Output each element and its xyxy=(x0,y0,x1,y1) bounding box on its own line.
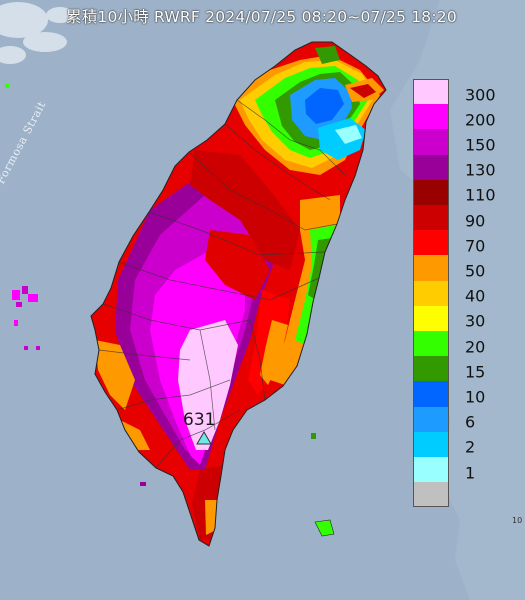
map-title: 累積10小時 RWRF 2024/07/25 08:20~07/25 18:20 xyxy=(66,8,457,26)
legend-swatch xyxy=(413,154,449,180)
legend-swatch xyxy=(413,406,449,432)
legend-swatch xyxy=(413,104,449,130)
legend-label: 40 xyxy=(465,286,486,306)
legend-swatch xyxy=(413,381,449,407)
legend-label: 110 xyxy=(465,185,496,205)
legend-label: 6 xyxy=(465,412,476,432)
legend-swatch xyxy=(413,79,449,105)
legend-label: 300 xyxy=(465,85,496,105)
cloud-cover xyxy=(0,2,74,64)
legend-label: 20 xyxy=(465,337,486,357)
legend-label: 2 xyxy=(465,437,476,457)
legend-label: 50 xyxy=(465,261,486,281)
legend-label: 10 xyxy=(465,387,486,407)
legend-swatch xyxy=(413,280,449,306)
legend-label: 130 xyxy=(465,160,496,180)
county-boundaries xyxy=(98,99,346,469)
legend-swatch xyxy=(413,305,449,331)
legend-label: 150 xyxy=(465,135,496,155)
triangle-marker-icon xyxy=(196,431,212,445)
legend-label: 90 xyxy=(465,211,486,231)
legend-swatch xyxy=(413,255,449,281)
edge-number: 10 xyxy=(512,516,523,525)
legend-label: 200 xyxy=(465,110,496,130)
legend-swatch xyxy=(413,129,449,155)
legend-swatch xyxy=(413,356,449,382)
station-value-label: 631 xyxy=(183,410,216,430)
penghu-islands xyxy=(12,286,40,350)
legend-label: 15 xyxy=(465,362,486,382)
legend-label: 1 xyxy=(465,463,476,483)
legend-label: 70 xyxy=(465,236,486,256)
legend-label: 30 xyxy=(465,311,486,331)
coastline xyxy=(90,41,387,547)
legend-swatch xyxy=(413,331,449,357)
legend-swatch xyxy=(413,457,449,483)
legend-swatch xyxy=(413,205,449,231)
legend-swatch xyxy=(413,482,449,508)
legend-swatch xyxy=(413,179,449,205)
legend-swatch xyxy=(413,431,449,457)
legend-swatch xyxy=(413,230,449,256)
offshore-islands xyxy=(5,84,335,537)
